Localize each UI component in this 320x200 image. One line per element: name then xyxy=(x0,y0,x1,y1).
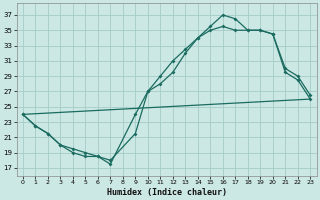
X-axis label: Humidex (Indice chaleur): Humidex (Indice chaleur) xyxy=(107,188,227,197)
